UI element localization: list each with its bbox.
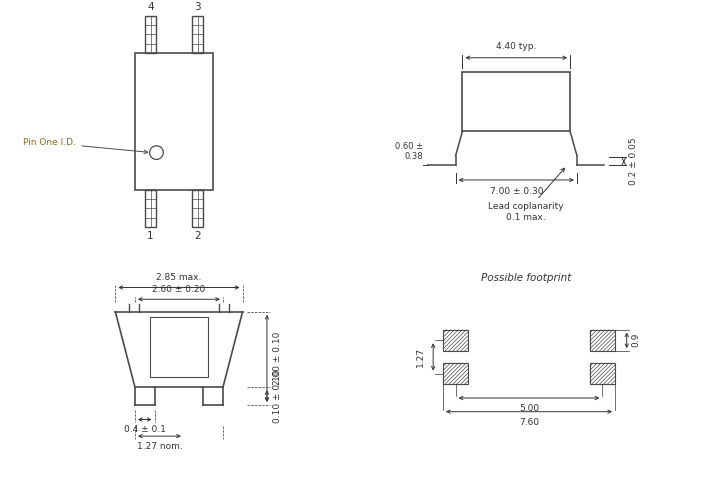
Text: 3: 3	[194, 2, 201, 12]
Bar	[443, 363, 468, 385]
Text: 5.00: 5.00	[519, 404, 539, 413]
Text: 0.10 ± 0.10: 0.10 ± 0.10	[273, 369, 282, 423]
Bar	[192, 16, 204, 53]
Text: 7.60: 7.60	[519, 417, 539, 426]
Bar	[145, 16, 157, 53]
Text: Possible footprint: Possible footprint	[481, 273, 571, 283]
Text: Lead coplanarity
0.1 max.: Lead coplanarity 0.1 max.	[489, 168, 565, 222]
Bar	[192, 190, 204, 227]
Text: 7.00 ± 0.30: 7.00 ± 0.30	[489, 187, 543, 196]
Text: 4: 4	[147, 2, 154, 12]
Bar	[443, 330, 468, 351]
Text: 1.27 nom.: 1.27 nom.	[137, 442, 183, 451]
Text: Pin One I.D.: Pin One I.D.	[23, 138, 148, 154]
Text: 0.4 ± 0.1: 0.4 ± 0.1	[124, 425, 166, 434]
Text: 4.40 typ.: 4.40 typ.	[496, 42, 537, 51]
Text: 2.85 max.: 2.85 max.	[157, 273, 202, 282]
Bar	[589, 330, 615, 351]
Text: 0.2 ± 0.05: 0.2 ± 0.05	[629, 138, 638, 185]
Bar	[145, 190, 157, 227]
Text: 1.27: 1.27	[417, 347, 425, 367]
Text: 2.60 ± 0.20: 2.60 ± 0.20	[152, 285, 206, 294]
Bar	[589, 363, 615, 385]
Bar	[149, 317, 208, 377]
Text: 2: 2	[194, 231, 201, 241]
Text: 0.9: 0.9	[632, 333, 641, 347]
Bar	[462, 73, 570, 131]
Text: 0.60 ±
0.38: 0.60 ± 0.38	[396, 142, 424, 161]
Text: 2.00 ± 0.10: 2.00 ± 0.10	[273, 332, 282, 385]
Text: 1: 1	[147, 231, 154, 241]
Bar	[135, 53, 213, 190]
